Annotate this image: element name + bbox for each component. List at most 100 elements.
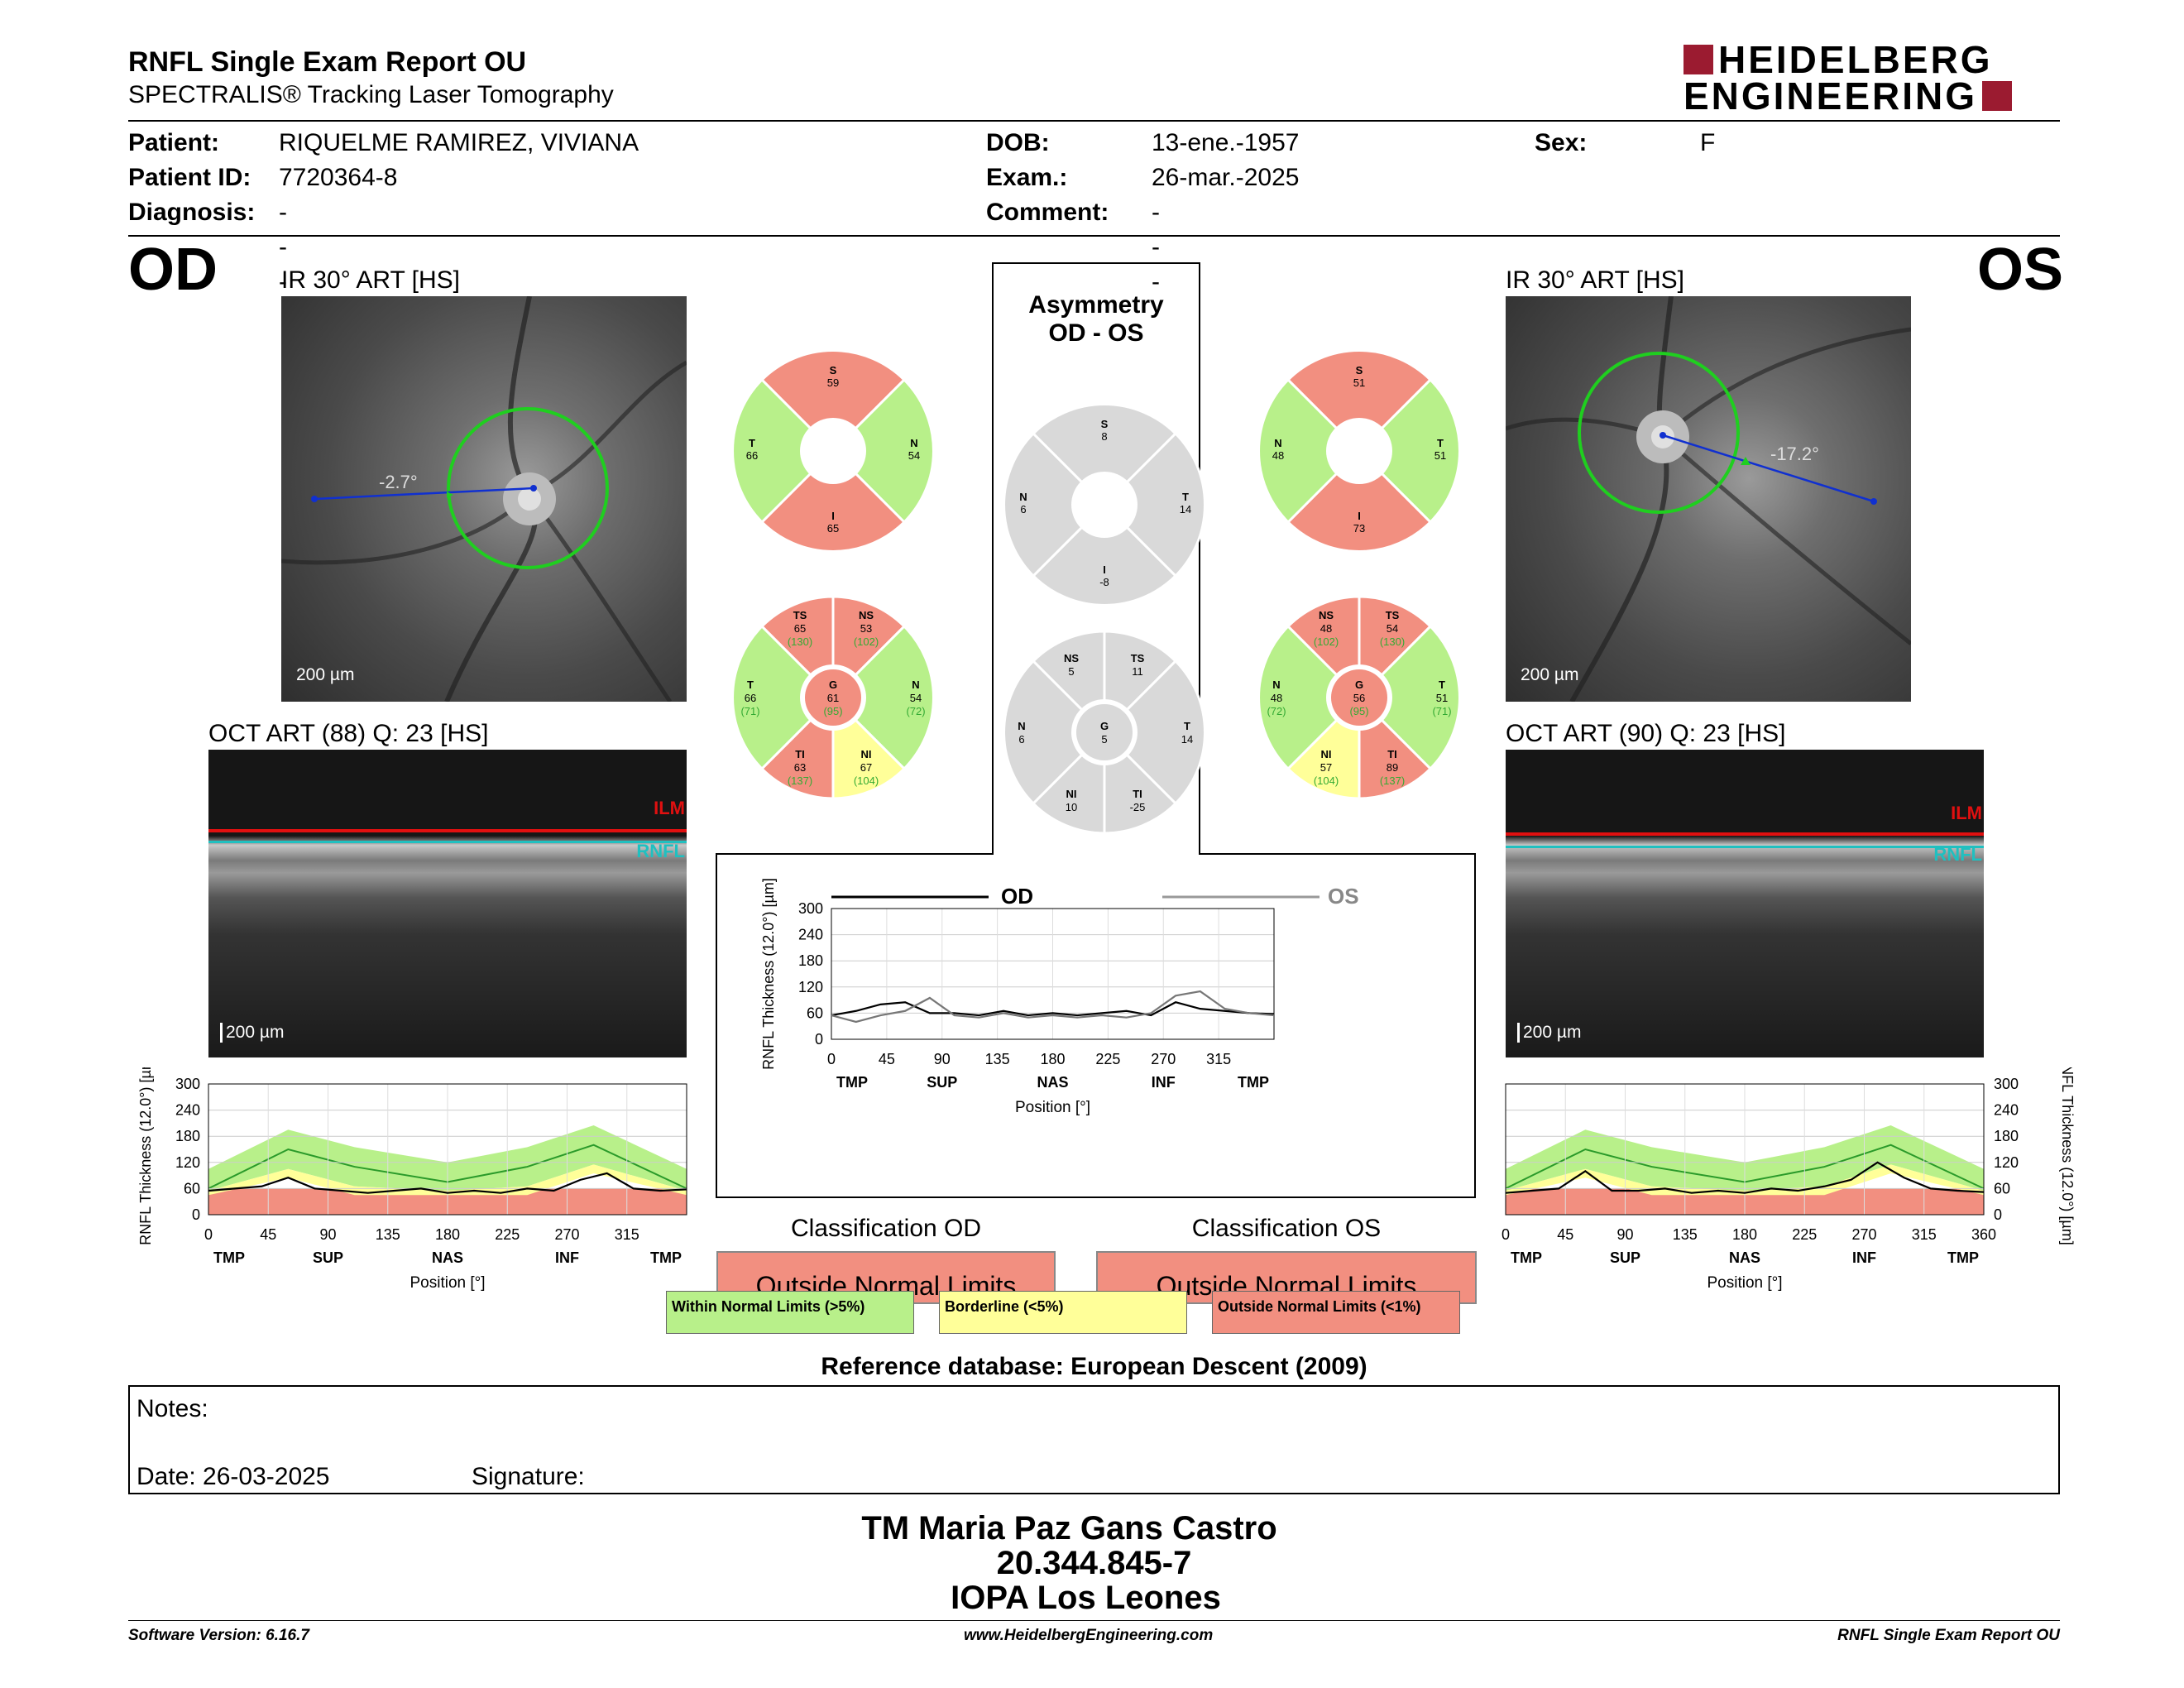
od-g-value: 61: [826, 692, 840, 704]
od-ts-value: 65: [793, 622, 807, 635]
x-tick-label: 180: [1732, 1226, 1757, 1243]
y-tick-label: 300: [1994, 1076, 2019, 1092]
os-oct-image: ILM RNFL 200 µm: [1506, 750, 1984, 1057]
y-tick-label: 180: [175, 1128, 200, 1144]
od-sector6-chart: [731, 595, 935, 800]
os-sector4-labels: S 51 N 48 T 51 I 73: [1272, 364, 1447, 535]
od-sector4-chart: [731, 349, 935, 553]
od-ti-value: 63: [793, 761, 807, 774]
diagnosis: ---: [279, 199, 287, 295]
os-sector4-chart: [1257, 349, 1461, 553]
y-tick-label: 0: [1994, 1206, 2002, 1223]
legend-od-label: OD: [1001, 884, 1033, 909]
classification-od-title: Classification OD: [790, 1215, 982, 1242]
asym-value-s: 8: [1101, 430, 1108, 443]
x-tick-label: 0: [204, 1226, 213, 1243]
x-tick-label: 180: [1040, 1051, 1065, 1067]
od-label: OD: [128, 237, 218, 303]
signature-stamp: TM Maria Paz Gans Castro 20.344.845-7 IO…: [861, 1510, 1277, 1616]
asym-t-value: 14: [1181, 733, 1194, 746]
y-tick-label: 180: [1994, 1128, 2019, 1144]
notes-box[interactable]: Notes: Date: 26-03-2025 Signature:: [128, 1385, 2060, 1494]
legend-borderline: Borderline (<5%): [939, 1291, 1187, 1334]
sector-label: SUP: [927, 1074, 957, 1091]
sector-label: INF: [1152, 1074, 1176, 1091]
y-axis-label: RNFL Thickness (12.0°) [µm]: [2059, 1067, 2076, 1245]
asym-value-i: -8: [1099, 576, 1109, 588]
y-tick-label: 180: [798, 952, 823, 969]
plot-area: [831, 908, 1275, 1040]
logo-square-icon: [1982, 81, 2013, 111]
report-subtitle: SPECTRALIS® Tracking Laser Tomography: [128, 81, 614, 108]
os-ni-value: 57: [1320, 761, 1333, 774]
exam-date: 26-mar.-2025: [1152, 164, 1300, 191]
y-axis-label: RNFL Thickness (12.0°) [µm]: [137, 1067, 154, 1245]
os-sector6-chart: [1257, 595, 1461, 800]
asym-ni-value: 10: [1065, 801, 1078, 813]
x-tick-label: 225: [1792, 1226, 1817, 1243]
os-value-n: 48: [1272, 449, 1285, 462]
x-tick-label: 315: [1206, 1051, 1231, 1067]
os-sector6-labels: NS 48 (102) TS 54 (130) N 48 (72) G 56 (95) T 51(…: [1267, 609, 1452, 787]
x-tick-label: 180: [435, 1226, 460, 1243]
legend-within-normal: Within Normal Limits (>5%): [666, 1291, 914, 1334]
od-value-i: 65: [826, 522, 840, 535]
os-label: OS: [1977, 237, 2064, 303]
asym-sector6-chart: [1003, 630, 1206, 835]
y-tick-label: 120: [1994, 1154, 2019, 1171]
y-tick-label: 120: [798, 979, 823, 995]
sector-label: TMP: [1947, 1249, 1979, 1266]
os-n-value: 48: [1270, 692, 1283, 704]
sex: F: [1700, 129, 1716, 156]
x-tick-label: 45: [879, 1051, 895, 1067]
x-tick-label: 270: [1851, 1226, 1876, 1243]
od-ni-value: 67: [860, 761, 873, 774]
notes-label: Notes:: [136, 1395, 208, 1422]
os-thickness-chart: 0 60 120 180 240 300 0 45 90 135 180 225 270 315 360 TM…: [1502, 1067, 2076, 1292]
os-ti-value: 89: [1386, 761, 1399, 774]
x-tick-label: 315: [615, 1226, 639, 1243]
dob: 13-ene.-1957: [1152, 129, 1300, 156]
os-fundus-image: -17.2° 200 µm: [1506, 296, 1911, 702]
series-line-od: [208, 1172, 687, 1194]
patient-name: RIQUELME RAMIREZ, VIVIANA: [279, 129, 639, 156]
asymmetry-thickness-chart: 0 60 120 180 240 300 0 45 90 135 180 225 270 315 TMP SU…: [760, 878, 1359, 1116]
y-tick-label: 60: [807, 1005, 823, 1021]
asymmetry-panel-frame: [716, 262, 1476, 1198]
od-oct-image: ILM RNFL 200 µm: [208, 750, 687, 1057]
y-tick-label: 240: [175, 1102, 200, 1119]
x-axis-label: Position [°]: [1707, 1274, 1782, 1292]
sector-label: TMP: [836, 1074, 868, 1091]
x-tick-label: 135: [985, 1051, 1010, 1067]
od-sector4-labels: S 59 T 66 N 54 I 65: [745, 364, 921, 535]
comment: ---: [1152, 199, 1160, 295]
os-oct-title: OCT ART (90) Q: 23 [HS]: [1506, 720, 1786, 747]
x-tick-label: 315: [1912, 1226, 1937, 1243]
od-angle-label: -2.7°: [379, 472, 418, 492]
od-value-s: 59: [826, 376, 840, 389]
sector-label: INF: [555, 1249, 579, 1266]
os-value-t: 51: [1434, 449, 1447, 462]
od-t-value: 66: [744, 692, 757, 704]
sector-label: TMP: [650, 1249, 682, 1266]
asym-ts-value: 11: [1132, 665, 1143, 678]
sector-label: TMP: [1511, 1249, 1542, 1266]
asym-sector4-chart: [1003, 403, 1206, 607]
y-tick-label: 60: [184, 1180, 200, 1196]
y-tick-label: 60: [1994, 1180, 2010, 1196]
x-tick-label: 270: [1151, 1051, 1176, 1067]
os-ilm-label: ILM: [1951, 803, 1982, 823]
legend-os-label: OS: [1328, 884, 1359, 909]
os-value-s: 51: [1353, 376, 1366, 389]
od-ns-value: 53: [860, 622, 873, 635]
x-tick-label: 135: [1673, 1226, 1698, 1243]
sector-label: TMP: [213, 1249, 245, 1266]
os-ts-value: 54: [1386, 622, 1399, 635]
website-link[interactable]: www.HeidelbergEngineering.com: [964, 1627, 1214, 1644]
x-tick-label: 360: [1971, 1226, 1996, 1243]
patient-id: 7720364-8: [279, 164, 398, 191]
heidelberg-logo: HEIDELBERG ENGINEERING: [1684, 41, 2013, 115]
asym-g-value: 5: [1101, 733, 1108, 746]
x-tick-label: 45: [1557, 1226, 1573, 1243]
y-tick-label: 300: [798, 900, 823, 917]
